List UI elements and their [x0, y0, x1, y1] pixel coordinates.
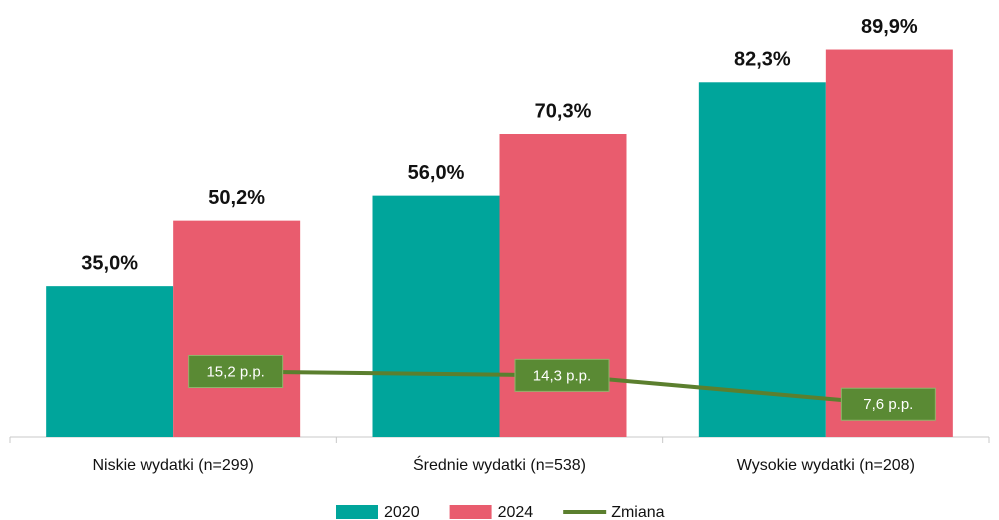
legend-swatch	[336, 505, 378, 519]
data-label: 35,0%	[81, 252, 138, 274]
bar	[825, 49, 953, 437]
legend-label: 2020	[384, 504, 420, 520]
data-label: 14,3 p.p.	[533, 367, 591, 384]
legend-label: 2024	[498, 504, 534, 520]
legend-swatch	[449, 505, 492, 519]
bar	[698, 82, 826, 438]
label-box	[514, 358, 610, 392]
data-label: 89,9%	[861, 16, 918, 38]
data-label: 15,2 p.p.	[206, 363, 264, 380]
data-label: 50,2%	[208, 187, 265, 209]
label-box	[840, 387, 936, 421]
x-tick-label: Średnie wydatki (n=538)	[413, 455, 586, 474]
data-label: 82,3%	[734, 49, 791, 71]
bar	[46, 286, 174, 437]
label-box	[188, 354, 284, 388]
bar	[372, 195, 500, 437]
data-label: 70,3%	[535, 100, 592, 122]
bar	[173, 220, 301, 437]
x-tick-label: Niskie wydatki (n=299)	[92, 457, 253, 474]
data-label: 56,0%	[408, 162, 465, 184]
x-tick-label: Wysokie wydatki (n=208)	[737, 457, 915, 474]
legend-label: Zmiana	[611, 504, 664, 520]
data-label: 7,6 p.p.	[863, 396, 913, 413]
